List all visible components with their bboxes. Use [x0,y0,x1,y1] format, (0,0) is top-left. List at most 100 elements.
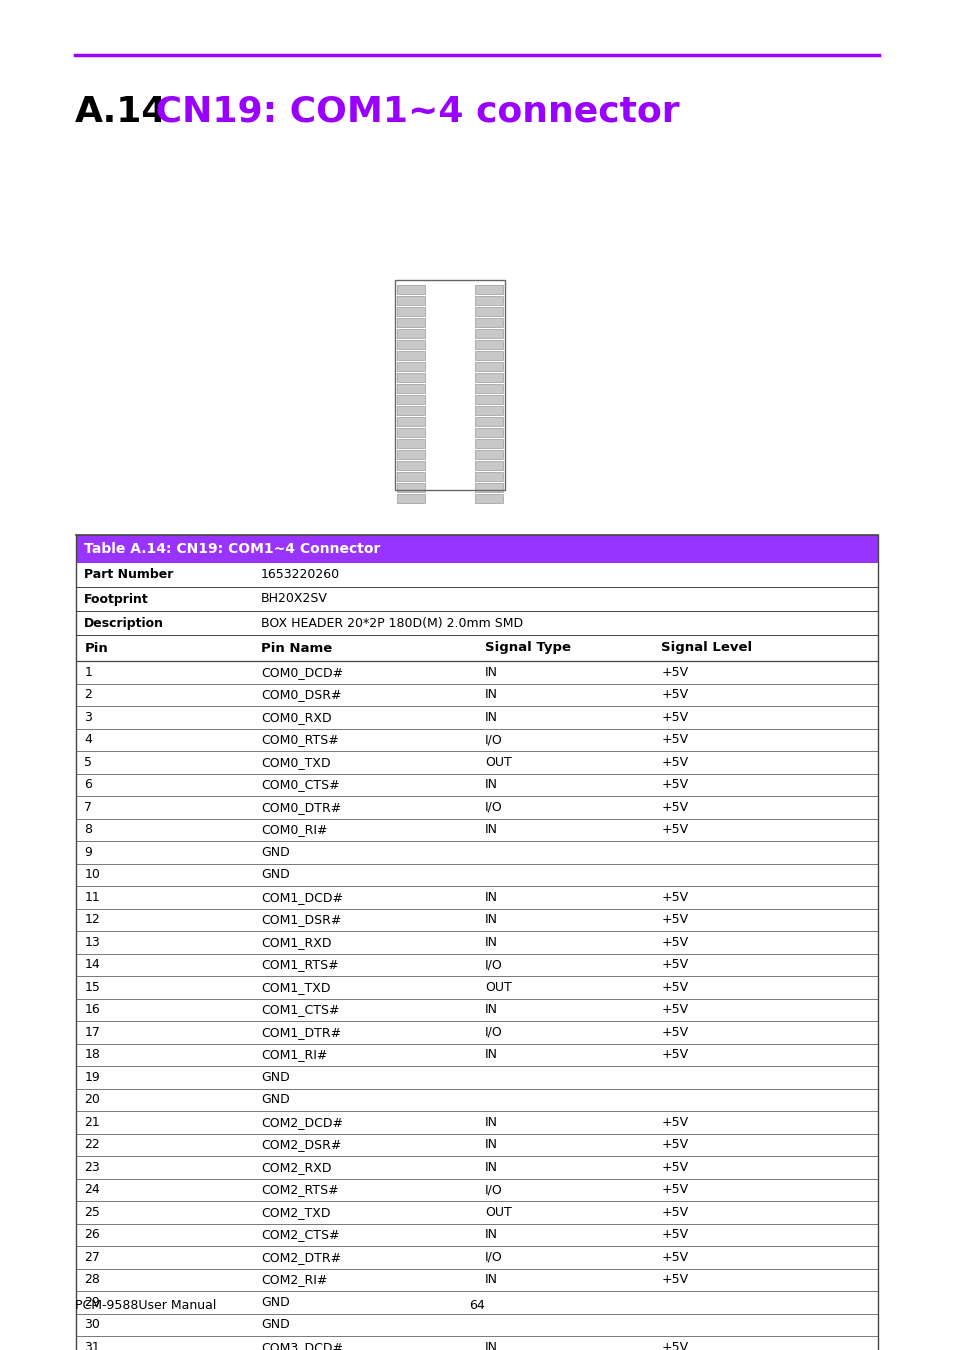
Text: IN: IN [484,891,497,903]
FancyBboxPatch shape [475,306,502,316]
Text: 17: 17 [84,1026,100,1038]
FancyBboxPatch shape [475,460,502,470]
Text: +5V: +5V [660,1115,688,1129]
Text: +5V: +5V [660,980,688,994]
Text: COM0_DSR#: COM0_DSR# [260,688,341,701]
Text: COM0_RI#: COM0_RI# [260,824,327,836]
Text: I/O: I/O [484,801,502,814]
Text: +5V: +5V [660,913,688,926]
Text: +5V: +5V [660,688,688,701]
FancyBboxPatch shape [396,362,424,371]
Text: COM1_TXD: COM1_TXD [260,980,330,994]
Text: 18: 18 [84,1048,100,1061]
Text: 27: 27 [84,1250,100,1264]
Text: 10: 10 [84,868,100,882]
Text: IN: IN [484,710,497,724]
FancyBboxPatch shape [396,439,424,448]
FancyBboxPatch shape [475,340,502,350]
Text: +5V: +5V [660,1138,688,1152]
Text: IN: IN [484,1273,497,1287]
Text: 24: 24 [84,1183,100,1196]
Text: IN: IN [484,1161,497,1173]
FancyBboxPatch shape [475,362,502,371]
Text: IN: IN [484,1003,497,1017]
FancyBboxPatch shape [475,483,502,491]
Text: COM0_CTS#: COM0_CTS# [260,778,339,791]
Text: COM1_RI#: COM1_RI# [260,1048,327,1061]
Text: IN: IN [484,913,497,926]
Text: +5V: +5V [660,1228,688,1241]
Text: I/O: I/O [484,1183,502,1196]
Text: Table A.14: CN19: COM1~4 Connector: Table A.14: CN19: COM1~4 Connector [84,541,380,556]
Text: BH20X2SV: BH20X2SV [260,593,327,606]
Text: COM3_DCD#: COM3_DCD# [260,1341,342,1350]
Text: 1: 1 [84,666,92,679]
Text: 5: 5 [84,756,92,768]
Text: +5V: +5V [660,891,688,903]
Text: Pin: Pin [84,641,108,655]
FancyBboxPatch shape [396,296,424,305]
Text: I/O: I/O [484,1026,502,1038]
FancyBboxPatch shape [396,351,424,360]
Text: PCM-9588User Manual: PCM-9588User Manual [75,1299,216,1312]
Text: 7: 7 [84,801,92,814]
FancyBboxPatch shape [76,535,877,563]
Text: IN: IN [484,778,497,791]
Text: COM1_DTR#: COM1_DTR# [260,1026,340,1038]
Text: COM2_TXD: COM2_TXD [260,1206,330,1219]
Text: +5V: +5V [660,710,688,724]
Text: COM1_RTS#: COM1_RTS# [260,958,338,971]
Text: +5V: +5V [660,1341,688,1350]
Text: I/O: I/O [484,958,502,971]
Text: Footprint: Footprint [84,593,149,606]
Text: I/O: I/O [484,1250,502,1264]
Text: IN: IN [484,936,497,949]
Text: +5V: +5V [660,733,688,747]
Text: 22: 22 [84,1138,100,1152]
Text: 1653220260: 1653220260 [260,568,339,582]
Text: COM0_TXD: COM0_TXD [260,756,330,768]
Text: +5V: +5V [660,1273,688,1287]
Text: IN: IN [484,1341,497,1350]
Text: +5V: +5V [660,756,688,768]
FancyBboxPatch shape [475,494,502,504]
Text: OUT: OUT [484,756,511,768]
Text: 26: 26 [84,1228,100,1241]
Text: 12: 12 [84,913,100,926]
Text: IN: IN [484,688,497,701]
Text: 64: 64 [469,1299,484,1312]
FancyBboxPatch shape [475,428,502,437]
Text: IN: IN [484,1115,497,1129]
Text: COM2_DSR#: COM2_DSR# [260,1138,341,1152]
Text: Signal Type: Signal Type [484,641,571,655]
Text: +5V: +5V [660,1003,688,1017]
Text: IN: IN [484,1138,497,1152]
Text: 8: 8 [84,824,92,836]
FancyBboxPatch shape [396,428,424,437]
Text: +5V: +5V [660,1026,688,1038]
Text: COM0_DTR#: COM0_DTR# [260,801,341,814]
Text: COM2_RTS#: COM2_RTS# [260,1183,338,1196]
Text: OUT: OUT [484,980,511,994]
Text: +5V: +5V [660,1183,688,1196]
Text: COM0_DCD#: COM0_DCD# [260,666,342,679]
Text: IN: IN [484,824,497,836]
FancyBboxPatch shape [396,483,424,491]
Text: GND: GND [260,1318,290,1331]
Text: +5V: +5V [660,1250,688,1264]
Text: Signal Level: Signal Level [660,641,752,655]
Text: 23: 23 [84,1161,100,1173]
FancyBboxPatch shape [396,417,424,427]
Text: IN: IN [484,1048,497,1061]
Text: 14: 14 [84,958,100,971]
Text: +5V: +5V [660,666,688,679]
Text: OUT: OUT [484,1206,511,1219]
Text: 28: 28 [84,1273,100,1287]
Text: COM2_CTS#: COM2_CTS# [260,1228,339,1241]
FancyBboxPatch shape [396,472,424,481]
FancyBboxPatch shape [475,319,502,327]
FancyBboxPatch shape [475,396,502,404]
FancyBboxPatch shape [396,285,424,294]
FancyBboxPatch shape [475,439,502,448]
Text: Part Number: Part Number [84,568,173,582]
